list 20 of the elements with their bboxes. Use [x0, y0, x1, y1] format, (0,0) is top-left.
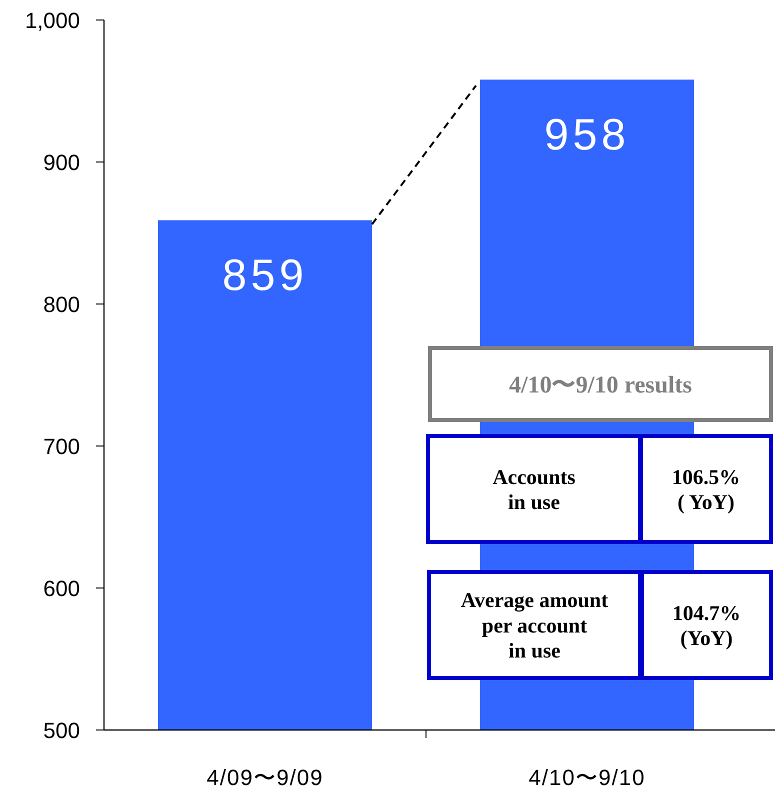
annotation: Average amount per account in use [460, 588, 608, 663]
data-label: 958 [544, 110, 630, 160]
text-box: 106.5% ( YoY) [639, 434, 773, 544]
y-tick-label: 500 [43, 718, 80, 743]
y-tick-label: 700 [43, 434, 80, 459]
text-box: Average amount per account in use [427, 570, 642, 680]
data-label: 859 [222, 251, 308, 300]
annotation: 104.7% (YoY) [672, 600, 741, 650]
annotation: 4/10〜9/10 results [509, 372, 692, 398]
annotation: Accounts in use [492, 464, 576, 514]
text-box: Accounts in use [426, 434, 642, 544]
annotation: 106.5% ( YoY) [672, 464, 740, 514]
x-tick-label: 4/09〜9/09 [206, 765, 324, 789]
y-tick-label: 600 [43, 576, 80, 601]
text-box: 104.7% (YoY) [640, 570, 773, 680]
x-tick-label: 4/10〜9/10 [528, 765, 646, 789]
y-tick-label: 900 [43, 150, 80, 175]
text-box: 4/10〜9/10 results [428, 346, 773, 422]
y-tick-label: 1,000 [24, 8, 80, 33]
y-tick-label: 800 [43, 292, 80, 317]
